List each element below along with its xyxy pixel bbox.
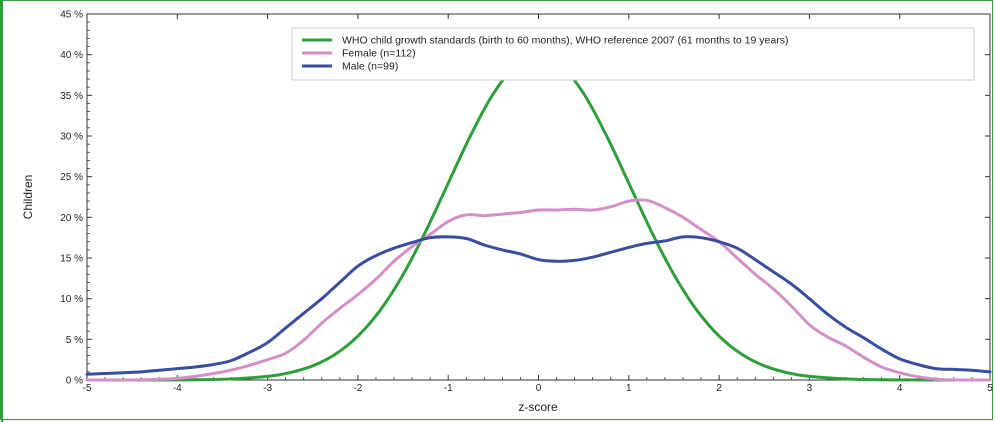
y-axis-title: Children xyxy=(21,175,35,220)
y-tick-label: 20 % xyxy=(60,213,83,224)
x-tick-label: 0 xyxy=(536,383,542,394)
x-tick-label: 3 xyxy=(807,383,813,394)
x-tick-label: 1 xyxy=(626,383,632,394)
x-tick-label: 4 xyxy=(897,383,903,394)
male-line xyxy=(85,235,992,376)
x-tick-label: -4 xyxy=(173,383,182,394)
female-line xyxy=(85,198,992,382)
x-tick-label: -1 xyxy=(444,383,453,394)
legend-item-who-label: WHO child growth standards (birth to 60 … xyxy=(342,35,788,47)
y-tick-label: 25 % xyxy=(60,172,83,183)
y-tick-label: 30 % xyxy=(60,132,83,143)
legend: WHO child growth standards (birth to 60 … xyxy=(291,27,975,81)
y-tick-label: 15 % xyxy=(60,254,83,265)
x-tick-label: -5 xyxy=(83,383,92,394)
y-tick-label: 40 % xyxy=(60,50,83,61)
x-tick-label: 2 xyxy=(716,383,722,394)
legend-box xyxy=(291,27,975,81)
y-tick-label: 10 % xyxy=(60,294,83,305)
x-tick-label: -3 xyxy=(263,383,272,394)
x-axis-title: z-score xyxy=(518,400,558,414)
x-tick-label: 5 xyxy=(987,383,993,394)
y-tick-label: 0 % xyxy=(66,376,83,387)
legend-item-male-label: Male (n=99) xyxy=(342,61,398,73)
chart-frame-left-edge xyxy=(1,0,3,422)
legend-item-female-label: Female (n=112) xyxy=(342,48,416,60)
x-tick-label: -2 xyxy=(353,383,362,394)
y-tick-label: 45 % xyxy=(60,10,83,21)
y-tick-label: 35 % xyxy=(60,91,83,102)
y-tick-label: 5 % xyxy=(66,335,83,346)
